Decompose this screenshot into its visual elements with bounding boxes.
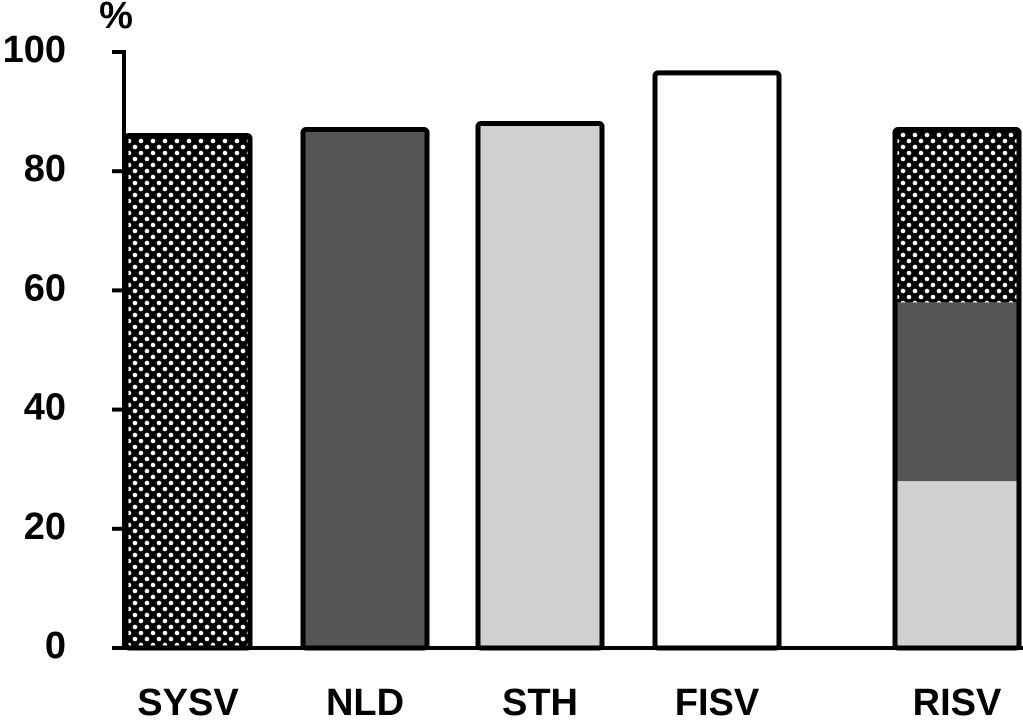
x-tick-label: RISV — [913, 682, 1002, 722]
bar-segment — [126, 135, 250, 648]
bar-segment — [478, 123, 602, 648]
y-tick-label: 80 — [24, 148, 66, 190]
x-tick-label: FISV — [675, 682, 760, 722]
y-axis-label: % — [99, 0, 133, 37]
y-tick-label: 0 — [45, 625, 66, 667]
y-tick-label: 100 — [3, 29, 66, 71]
y-tick-label: 60 — [24, 267, 66, 309]
bar-segment — [895, 481, 1019, 648]
bar-segment — [303, 129, 427, 649]
bar-segment — [895, 129, 1019, 303]
bar-segment — [895, 302, 1019, 482]
bar-segment — [655, 72, 779, 649]
y-tick-label: 20 — [24, 506, 66, 548]
x-tick-label: SYSV — [137, 682, 239, 722]
x-tick-label: STH — [502, 682, 578, 722]
y-tick-label: 40 — [24, 387, 66, 429]
x-tick-label: NLD — [326, 682, 404, 722]
